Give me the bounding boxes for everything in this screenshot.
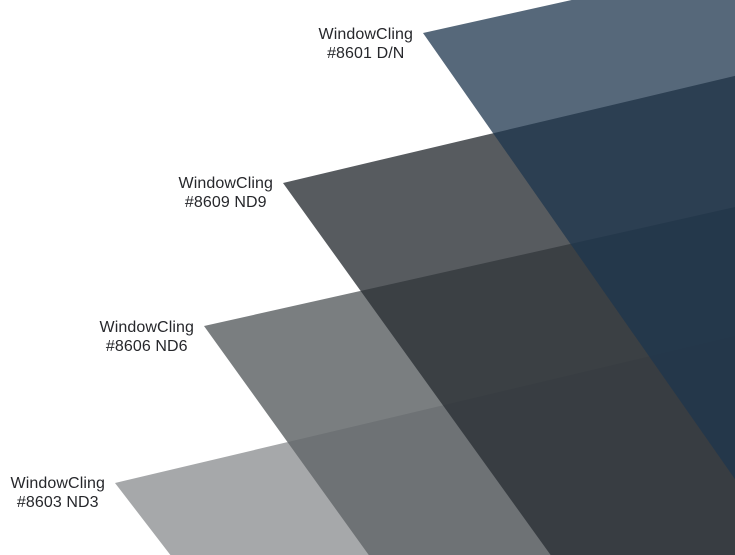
swatch-code: #8603 ND3 xyxy=(16,494,99,511)
swatch-code: #8606 ND6 xyxy=(105,338,188,355)
swatch-label-8609: WindowCling #8609 ND9 xyxy=(179,174,273,212)
swatch-code: #8601 D/N xyxy=(327,45,405,62)
swatch-sheet-8601 xyxy=(423,0,735,480)
swatch-brand: WindowCling xyxy=(318,26,413,43)
swatch-label-8601: WindowCling #8601 D/N xyxy=(319,25,413,63)
swatch-brand: WindowCling xyxy=(178,175,273,192)
swatch-brand: WindowCling xyxy=(99,319,194,336)
swatch-label-8606: WindowCling #8606 ND6 xyxy=(100,318,194,356)
swatch-brand: WindowCling xyxy=(10,475,105,492)
swatch-code: #8609 ND9 xyxy=(184,194,267,211)
swatch-label-8603: WindowCling #8603 ND3 xyxy=(11,474,105,512)
